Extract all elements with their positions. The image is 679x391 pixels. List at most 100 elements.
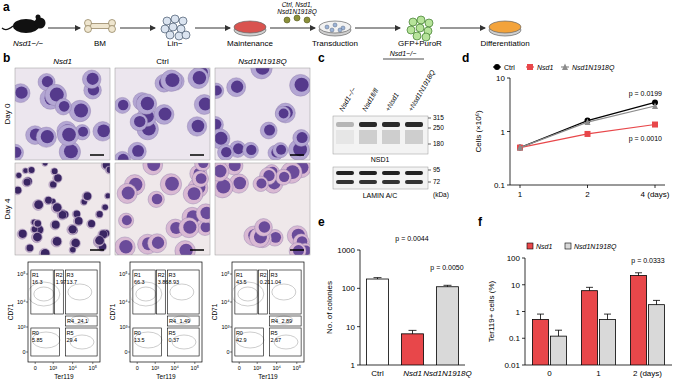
nucleus	[88, 220, 95, 227]
tick-label: 10⁴	[119, 299, 128, 305]
panel-label: a	[3, 0, 10, 14]
cell-icon	[179, 17, 187, 25]
tick	[230, 274, 232, 275]
step-label: GFP+PuroR	[398, 39, 442, 48]
y-tick	[357, 326, 360, 327]
gate-label: R2	[56, 272, 63, 278]
cell	[28, 167, 35, 174]
tick-label: 10⁴	[272, 365, 281, 371]
cell	[33, 199, 44, 210]
scale-bar	[90, 249, 104, 251]
tick-label: 10³	[49, 365, 57, 371]
nucleus	[234, 177, 247, 190]
x-tick-label: 2 (days)	[633, 369, 662, 378]
cell-icon	[325, 25, 329, 29]
lane-label: +Nsd1	[384, 91, 400, 112]
nucleus	[97, 211, 103, 217]
x-tick	[520, 185, 521, 188]
marker-label: 72	[433, 178, 441, 185]
cell	[215, 83, 224, 99]
annotation: p = 0.0333	[631, 257, 664, 265]
dish-icon	[319, 21, 351, 33]
error-bar	[537, 314, 544, 319]
cell	[82, 191, 92, 201]
error-cap	[555, 330, 562, 331]
cell-icon	[182, 31, 190, 39]
tick	[230, 327, 232, 328]
tick-label: 10³	[151, 365, 159, 371]
panel-label: e	[318, 215, 325, 229]
micrograph	[115, 163, 210, 255]
cell	[36, 127, 56, 147]
nucleus	[118, 100, 128, 110]
y-tick	[507, 131, 510, 132]
cell	[154, 105, 174, 125]
band	[405, 171, 423, 175]
nucleus	[43, 163, 48, 166]
cell	[227, 78, 246, 97]
cell	[69, 247, 76, 254]
x-tick-label: 2	[585, 190, 590, 199]
cell-icon	[333, 23, 337, 27]
nucleus	[23, 179, 30, 186]
cell	[104, 193, 110, 199]
marker	[652, 122, 658, 128]
error-bar	[653, 300, 660, 304]
tick	[53, 362, 54, 364]
tick	[128, 302, 130, 303]
nucleus	[34, 200, 43, 209]
step-label: Transduction	[312, 39, 358, 48]
axis-label: CD71	[211, 303, 218, 320]
nucleus	[15, 87, 27, 99]
tick	[137, 362, 138, 364]
bar	[551, 336, 567, 365]
tick-label: 10³	[120, 324, 128, 330]
tick	[128, 274, 130, 275]
marker-tick	[428, 128, 431, 129]
nucleus	[152, 194, 163, 205]
nucleus	[196, 173, 207, 184]
gate-value: 29.4	[66, 337, 77, 343]
column-title: Nsd1N1918Q	[238, 57, 286, 66]
nucleus	[107, 166, 110, 172]
cell	[187, 117, 206, 136]
annotation: p = 0.0199	[629, 90, 662, 98]
construct-label: Ctrl, Nsd1,	[282, 1, 313, 8]
gate	[235, 270, 257, 314]
nucleus	[279, 172, 289, 182]
tick	[26, 352, 28, 353]
legend-label: Ctrl	[504, 64, 515, 71]
tick-label: 10⁴	[68, 365, 77, 371]
error-line	[412, 330, 413, 333]
y-tick-label: 1000	[337, 246, 355, 255]
cell	[196, 204, 210, 223]
nucleus	[231, 81, 243, 93]
bar	[600, 320, 616, 365]
nucleus	[183, 221, 196, 234]
cell	[218, 145, 234, 160]
nucleus	[52, 221, 60, 229]
tick-label: 10⁵	[89, 365, 97, 371]
cell-icon	[166, 31, 174, 39]
cell-icon	[409, 18, 417, 26]
y-tick-label: 10	[346, 323, 355, 332]
tick	[26, 302, 28, 303]
gate-label: R1	[134, 272, 141, 278]
panel-label: f	[478, 215, 483, 229]
tick	[276, 362, 277, 364]
gate-value: 8.93	[168, 279, 179, 285]
cell	[44, 196, 52, 204]
y-tick	[507, 185, 510, 186]
gate-value: 0.37	[168, 337, 179, 343]
micrograph-bg	[115, 68, 210, 160]
gate	[65, 270, 97, 314]
gate-value: 3.86	[158, 279, 169, 285]
band	[405, 180, 423, 184]
legend-marker	[562, 64, 568, 71]
cell	[39, 248, 50, 255]
gate-label: R3	[168, 272, 175, 278]
nucleus	[53, 203, 62, 212]
gate-value: 13.5	[134, 337, 145, 343]
tick-label: 10⁵	[221, 271, 229, 277]
gate	[269, 328, 301, 356]
